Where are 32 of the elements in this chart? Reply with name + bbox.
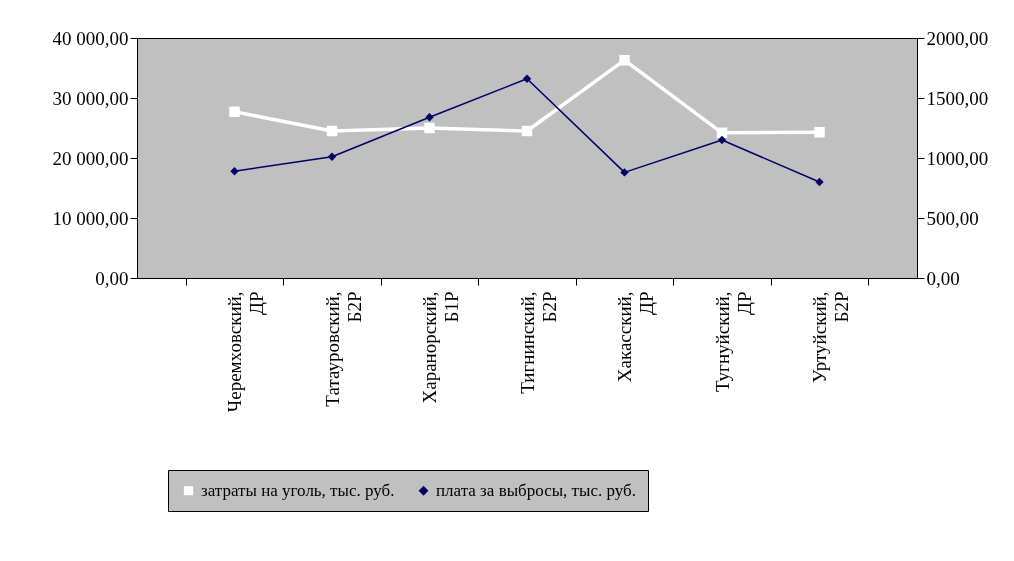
legend-label: плата за выбросы, тыс. руб. <box>436 480 636 500</box>
y-tick-label: 20 000,00 <box>52 147 129 169</box>
point <box>717 135 727 145</box>
x-tick-label: Черемховский, ДР <box>224 291 267 413</box>
y2-tick-label: 1500,00 <box>926 87 989 109</box>
y2-tick-label: 1000,00 <box>926 147 989 169</box>
x-tick-label: Харанорский, Б1Р <box>419 291 462 404</box>
legend-label: затраты на уголь, тыс. руб. <box>201 480 395 500</box>
point <box>522 74 532 83</box>
y2-tick-label: 500,00 <box>926 207 979 229</box>
point <box>326 125 338 137</box>
point <box>327 152 337 161</box>
x-tick-label: Хакасский, ДР <box>614 291 657 383</box>
x-tick-label: Тигнинский, Б2Р <box>516 291 560 394</box>
y2-tick-label: 2000,00 <box>926 27 989 49</box>
y2-tick-label: 0,00 <box>926 267 960 289</box>
point <box>229 106 240 118</box>
point <box>425 113 434 122</box>
x-tick-label: Уртуйский, Б2Р <box>809 291 852 384</box>
point <box>521 125 533 137</box>
point <box>815 177 824 187</box>
x-tick-label: Татауровский, Б2Р <box>321 291 365 407</box>
y-tick-label: 40 000,00 <box>52 27 129 49</box>
point <box>814 126 825 138</box>
x-tick-label: Тугнуйский, ДР <box>711 291 755 393</box>
point <box>230 167 239 176</box>
point <box>619 54 630 66</box>
point <box>424 122 435 134</box>
y-tick-label: 0,00 <box>95 267 129 289</box>
point <box>620 168 629 177</box>
y-tick-label: 10 000,00 <box>52 207 129 229</box>
y-tick-label: 30 000,00 <box>52 87 129 109</box>
